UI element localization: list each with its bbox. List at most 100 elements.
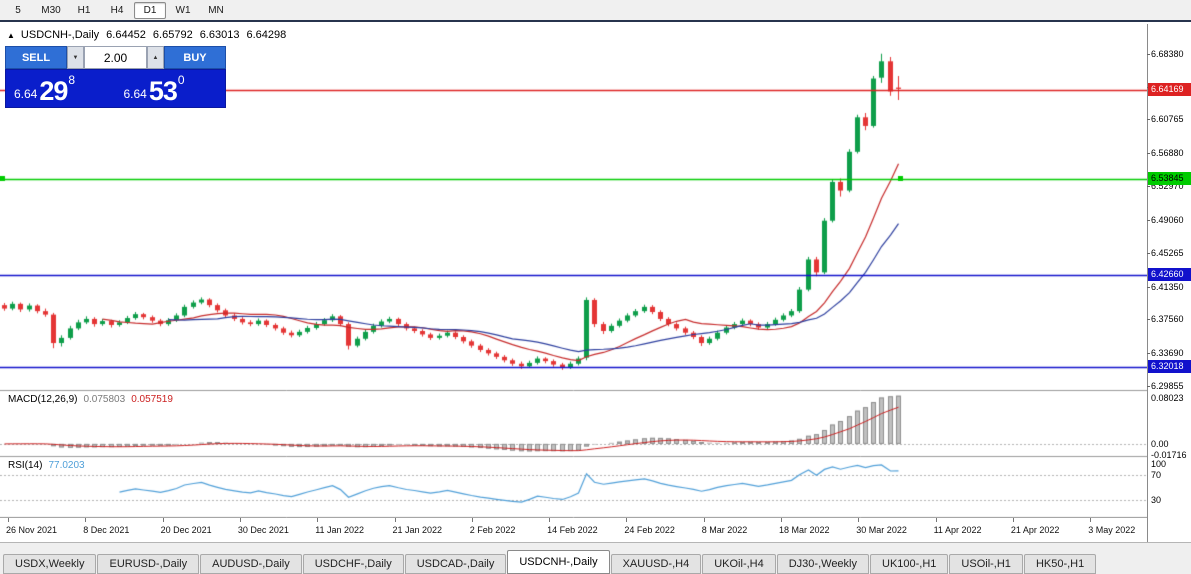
y-axis-tick: 6.52970	[1147, 181, 1184, 192]
chart-tab-dj30-weekly[interactable]: DJ30-,Weekly	[776, 554, 869, 574]
price-scale-separator	[1147, 24, 1148, 542]
macd-axis-bottom: -0.01716	[1151, 450, 1187, 460]
chart-tab-ukoil-h4[interactable]: UKOil-,H4	[702, 554, 776, 574]
chart-header: ▲ USDCNH-,Daily 6.64452 6.65792 6.63013 …	[7, 29, 286, 41]
chart-area: ▲ USDCNH-,Daily 6.64452 6.65792 6.63013 …	[0, 24, 1191, 542]
timeframe-button-h1[interactable]: H1	[77, 4, 91, 16]
date-label: 11 Apr 2022	[933, 525, 982, 535]
date-label: 2 Feb 2022	[469, 525, 516, 535]
y-axis-tick: 6.49060	[1147, 215, 1184, 226]
time-scale: 26 Nov 2021 8 Dec 2021 20 Dec 2021 30 Dec 2…	[0, 518, 1147, 542]
rsi-value: 77.0203	[48, 460, 85, 471]
one-click-trading-panel: SELL ▼ ▲ BUY 6.64 29 8 6.64 53	[5, 46, 226, 108]
ohlc-low: 6.63013	[199, 29, 240, 41]
y-axis-tick: 6.33690	[1147, 347, 1184, 358]
buy-price-pips: 53	[148, 76, 178, 107]
hline-price-box: 6.53845	[1148, 171, 1191, 185]
buy-price-point: 0	[177, 73, 185, 87]
ohlc-high: 6.65792	[152, 29, 193, 41]
sell-price[interactable]: 6.64 29 8	[6, 70, 116, 107]
macd-axis-top: 0.08023	[1151, 393, 1184, 403]
volume-input[interactable]	[84, 46, 147, 69]
macd-axis-zero: 0.00	[1151, 438, 1169, 449]
hline-price-box: 6.32018	[1148, 360, 1191, 373]
date-label: 14 Feb 2022	[547, 525, 598, 535]
date-label: 21 Jan 2022	[392, 525, 443, 535]
y-axis-tick: 6.37560	[1147, 314, 1184, 325]
macd-name: MACD(12,26,9)	[8, 394, 78, 405]
y-axis-tick: 6.68380	[1147, 48, 1184, 59]
ohlc-close: 6.64298	[246, 29, 287, 41]
time-tick	[162, 518, 164, 522]
one-click-panel-toggle-icon[interactable]: ▲	[7, 31, 15, 40]
bottom-chrome: USDX,Weekly EURUSD-,Daily AUDUSD-,Daily USD…	[0, 542, 1191, 574]
sell-price-pips: 29	[39, 76, 68, 107]
time-tick	[394, 518, 396, 522]
date-label: 8 Dec 2021	[83, 525, 130, 535]
time-tick	[703, 518, 705, 522]
ohlc-open: 6.64452	[106, 29, 146, 41]
chevron-down-icon: ▼	[72, 54, 79, 61]
date-label: 26 Nov 2021	[6, 525, 58, 535]
time-tick	[781, 518, 782, 522]
time-tick	[1090, 518, 1092, 522]
sell-button[interactable]: SELL	[5, 46, 67, 69]
chart-title: USDCNH-,Daily	[20, 29, 100, 41]
chart-tab-xauusd-h4[interactable]: XAUUSD-,H4	[610, 554, 702, 574]
rsi-axis-70: 70	[1151, 470, 1162, 481]
time-tick	[85, 518, 87, 522]
chart-tab-uk100-h1[interactable]: UK100-,H1	[870, 554, 949, 574]
hline-price-box: 6.64169	[1148, 83, 1191, 96]
chart-tab-usdchf-daily[interactable]: USDCHF-,Daily	[302, 554, 404, 574]
date-label: 30 Mar 2022	[856, 525, 907, 535]
time-tick	[858, 518, 860, 522]
timeframe-button-h4[interactable]: H4	[110, 4, 124, 16]
macd-signal-value: 0.057519	[131, 394, 173, 405]
time-tick	[1012, 518, 1014, 522]
buy-button[interactable]: BUY	[164, 46, 226, 69]
time-tick	[317, 518, 319, 522]
volume-decrease-button[interactable]: ▼	[67, 46, 84, 69]
timeframe-toolbar: 5 M30 H1 H4 D1 W1 MN	[0, 0, 1191, 22]
y-axis-tick: 6.56880	[1147, 147, 1184, 158]
buy-price-prefix: 6.64	[123, 87, 147, 101]
quote-display: 6.64 29 8 6.64 53 0	[5, 69, 226, 108]
chart-tab-usoil-h1[interactable]: USOil-,H1	[949, 554, 1023, 574]
macd-main-value: 0.075803	[83, 394, 126, 405]
date-label: 11 Jan 2022	[315, 525, 365, 535]
price-scale: 6.683806.645756.607656.568806.529706.490…	[1147, 24, 1191, 542]
buy-price[interactable]: 6.64 53 0	[116, 70, 226, 107]
sell-price-prefix: 6.64	[14, 87, 38, 101]
y-axis-tick: 6.45265	[1147, 247, 1184, 258]
timeframe-button-m30[interactable]: M30	[41, 4, 61, 16]
sell-price-point: 8	[68, 73, 76, 87]
date-label: 21 Apr 2022	[1010, 525, 1060, 535]
timeframe-button-w1[interactable]: W1	[175, 4, 191, 16]
y-axis-tick: 6.29855	[1147, 380, 1184, 391]
date-label: 24 Feb 2022	[624, 525, 675, 535]
date-label: 30 Dec 2021	[237, 525, 289, 535]
timeframe-button-5[interactable]: 5	[15, 4, 21, 16]
time-tick	[8, 518, 9, 522]
timeframe-button-d1[interactable]: D1	[134, 1, 166, 19]
time-tick	[549, 518, 551, 522]
rsi-name: RSI(14)	[8, 460, 43, 471]
chart-tab-usdx-weekly[interactable]: USDX,Weekly	[3, 554, 97, 574]
date-label: 18 Mar 2022	[779, 525, 830, 535]
chart-tab-hk50-h1[interactable]: HK50-,H1	[1023, 554, 1097, 574]
chart-tab-eurusd-daily[interactable]: EURUSD-,Daily	[97, 554, 200, 574]
hline-price-box: 6.42660	[1148, 268, 1191, 282]
volume-increase-button[interactable]: ▲	[147, 46, 164, 69]
chart-tab-audusd-daily[interactable]: AUDUSD-,Daily	[200, 554, 302, 574]
chart-tabs-bar: USDX,Weekly EURUSD-,Daily AUDUSD-,Daily USD…	[0, 546, 1191, 574]
time-tick	[935, 518, 937, 522]
timeframe-button-mn[interactable]: MN	[208, 4, 224, 16]
date-label: 8 Mar 2022	[701, 525, 748, 535]
chevron-up-icon: ▲	[152, 54, 159, 61]
rsi-label: RSI(14) 77.0203	[8, 460, 85, 471]
chart-tab-usdcnh-daily[interactable]: USDCNH-,Daily	[507, 550, 610, 574]
chart-tab-usdcad-daily[interactable]: USDCAD-,Daily	[404, 554, 507, 574]
y-axis-tick: 6.41350	[1147, 281, 1184, 292]
macd-label: MACD(12,26,9) 0.075803 0.057519	[8, 394, 173, 405]
